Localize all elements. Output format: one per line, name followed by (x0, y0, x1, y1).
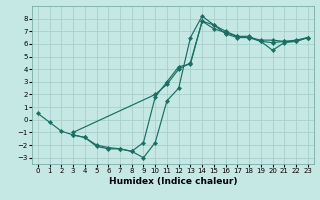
X-axis label: Humidex (Indice chaleur): Humidex (Indice chaleur) (108, 177, 237, 186)
